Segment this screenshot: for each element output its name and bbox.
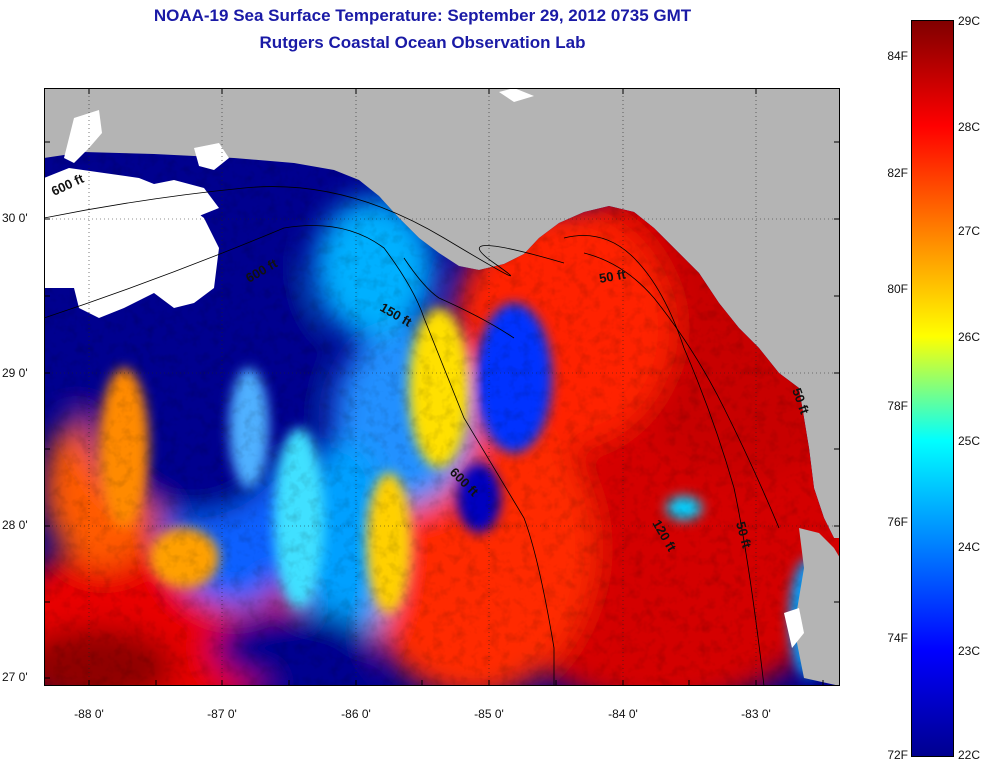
lon-label-85: -85 0' [474, 707, 504, 721]
colorbar-label-f: 84F [887, 49, 908, 63]
map-frame [44, 88, 840, 686]
lon-label-87: -87 0' [207, 707, 237, 721]
colorbar [911, 20, 954, 757]
contour-label: 50 ft [733, 520, 755, 550]
map-title: NOAA-19 Sea Surface Temperature: Septemb… [153, 6, 692, 25]
lon-label-84: -84 0' [608, 707, 638, 721]
colorbar-label-c: 23C [958, 644, 981, 658]
colorbar-label-c: 22C [958, 748, 981, 762]
colorbar-label-c: 29C [958, 14, 981, 28]
colorbar-label-c: 26C [958, 330, 981, 344]
lat-label-29: 29 0' [2, 366, 28, 380]
bathymetry-contours [44, 186, 780, 686]
cloud-mask [44, 88, 840, 686]
lon-label-86: -86 0' [341, 707, 371, 721]
contour-label: 50 ft [598, 266, 628, 286]
lat-label-30: 30 0' [2, 211, 28, 225]
colorbar-label-c: 28C [958, 120, 981, 134]
colorbar-label-f: 82F [887, 166, 908, 180]
colorbar-label-f: 76F [887, 515, 908, 529]
lon-label-88: -88 0' [74, 707, 104, 721]
lat-label-28: 28 0' [2, 518, 28, 532]
colorbar-label-f: 74F [887, 631, 908, 645]
colorbar-label-f: 78F [887, 399, 908, 413]
colorbar-label-f: 72F [887, 748, 908, 762]
map-subtitle: Rutgers Coastal Ocean Observation Lab [259, 33, 586, 52]
colorbar-label-f: 80F [887, 282, 908, 296]
colorbar-label-c: 27C [958, 224, 981, 238]
sst-map: 600 ft 600 ft 150 ft 50 ft 600 ft 120 ft… [44, 88, 840, 686]
lat-label-27: 27 0' [2, 670, 28, 684]
colorbar-label-c: 25C [958, 434, 981, 448]
lon-label-83: -83 0' [741, 707, 771, 721]
graticule [44, 88, 840, 686]
colorbar-label-c: 24C [958, 540, 981, 554]
